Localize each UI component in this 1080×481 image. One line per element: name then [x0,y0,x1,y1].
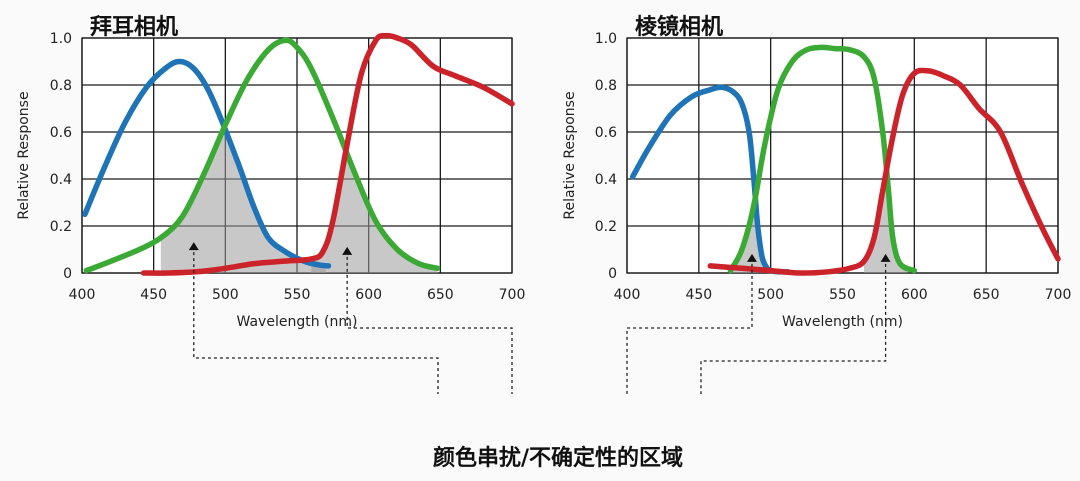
y-tick-label: 0.4 [50,172,72,188]
crosstalk-region [160,128,326,273]
crosstalk-arrow [188,242,199,251]
x-axis-label: Wavelength (nm) [237,314,358,330]
x-tick-label: 600 [355,287,382,303]
y-axis-label: Relative Response [562,91,578,219]
x-tick-label: 650 [427,287,454,303]
connector-line [626,263,753,394]
crosstalk-arrow [880,253,891,262]
figure-caption: 颜色串扰/不确定性的区域 [433,445,683,471]
chart-title: 棱镜相机 [635,14,723,40]
x-tick-label: 600 [901,287,928,303]
y-tick-label: 0.6 [50,125,72,141]
y-tick-label: 0 [63,266,72,282]
x-tick-label: 700 [1045,287,1072,303]
connector-line [193,252,439,394]
chart-title: 拜耳相机 [90,15,178,40]
response-curve-green [727,44,918,274]
response-curve-green [83,37,441,274]
y-tick-label: 1.0 [50,31,72,47]
grid-lines [626,37,1059,274]
y-tick-label: 0.2 [50,219,72,235]
y-axis-label: Relative Response [16,91,32,219]
x-tick-label: 650 [973,287,1000,303]
x-axis-label: Wavelength (nm) [782,314,903,330]
crosstalk-arrow [342,246,353,255]
x-tick-label: 550 [284,287,311,303]
crosstalk-region [864,175,908,273]
y-tick-label: 0.2 [595,219,617,235]
connector-lines [193,252,887,394]
bayer-camera-chart: 400 450 500 550 600 650 700 0 0.2 0.4 0.6 0.8 1.0 Wav… [16,15,525,330]
y-tick-label: 0.6 [595,125,617,141]
crosstalk-arrow [746,253,757,262]
y-tick-label: 0.8 [595,78,617,94]
x-tick-label: 550 [829,287,856,303]
response-curve-blue [82,58,332,269]
connector-line [700,263,887,394]
connector-line [346,256,513,394]
x-tick-label: 500 [212,287,239,303]
y-tick-label: 0.8 [50,78,72,94]
x-tick-label: 700 [499,287,526,303]
x-tick-label: 400 [69,287,96,303]
response-curve-red [140,32,515,276]
x-tick-label: 450 [140,287,167,303]
y-tick-label: 0.4 [595,172,617,188]
x-tick-label: 500 [757,287,784,303]
x-tick-label: 450 [685,287,712,303]
y-tick-label: 1.0 [595,31,617,47]
response-curve-red [707,67,1061,276]
y-tick-label: 0 [608,266,617,282]
x-tick-label: 400 [614,287,641,303]
prism-camera-chart: 400 450 500 550 600 650 700 0 0.2 0.4 0.6 0.8 1.0 Wav… [562,14,1071,330]
